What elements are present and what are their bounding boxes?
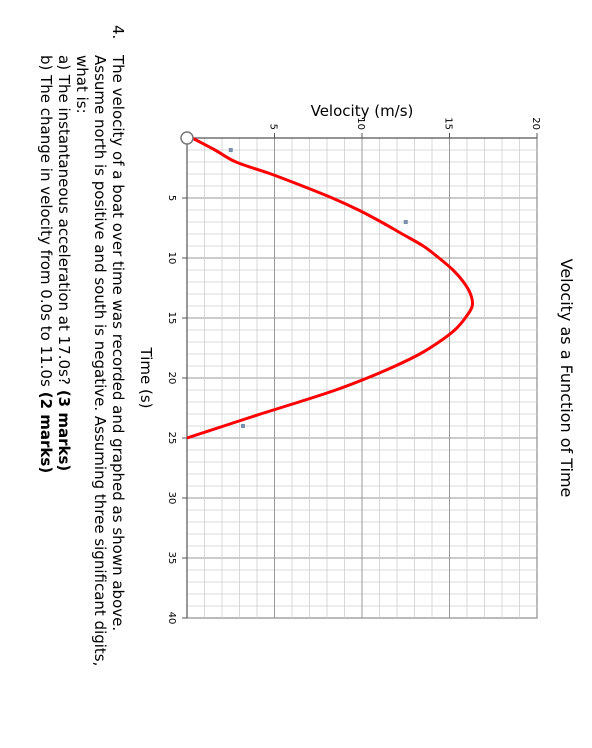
tick-labels-layer: 5 10 15 20 25 30 35 40 5 10 15 20 [166, 117, 541, 624]
x-tick-label: 15 [166, 312, 177, 325]
marked-point [241, 424, 245, 428]
x-tick-label: 5 [166, 195, 177, 201]
x-tick-label: 10 [166, 252, 177, 265]
y-tick-label: 10 [355, 117, 366, 130]
y-tick-label: 15 [443, 117, 454, 130]
x-tick-label: 20 [166, 372, 177, 385]
grid-layer [187, 138, 537, 618]
chart-rotated-group: 5 10 15 20 25 30 35 40 5 10 15 20 Velocity as a Fun… [137, 102, 576, 624]
x-tick-label: 30 [166, 492, 177, 505]
question-number: 4. [109, 25, 127, 39]
y-tick-label: 5 [268, 124, 279, 130]
origin-marker [180, 131, 194, 145]
question-part-a: a) The instantaneous acceleration at 17.… [55, 55, 73, 471]
chart-title: Velocity as a Function of Time [557, 259, 576, 498]
x-tick-label: 35 [166, 552, 177, 565]
marked-points-layer [228, 148, 408, 428]
part-b-marks: (2 marks) [37, 392, 55, 473]
marked-point [403, 220, 408, 224]
y-tick-label: 20 [530, 117, 541, 130]
y-axis-label: Velocity (m/s) [311, 102, 414, 120]
x-tick-label: 25 [166, 432, 177, 445]
part-b-text: b) The change in velocity from 0.0s to 1… [37, 55, 55, 387]
marked-point [228, 148, 233, 152]
part-a-marks: (3 marks) [55, 390, 73, 471]
question-line-1: The velocity of a boat over time was rec… [109, 54, 127, 631]
question-part-b: b) The change in velocity from 0.0s to 1… [37, 55, 55, 473]
part-a-text: a) The instantaneous acceleration at 17.… [55, 55, 73, 385]
question-line-3: what is: [73, 55, 91, 114]
question-block: 4. The velocity of a boat over time was … [37, 25, 127, 666]
question-line-2: Assume north is positive and south is ne… [91, 55, 109, 666]
x-tick-label: 40 [166, 612, 177, 625]
series-line-velocity [186, 136, 475, 440]
x-axis-label: Time (s) [137, 347, 155, 409]
